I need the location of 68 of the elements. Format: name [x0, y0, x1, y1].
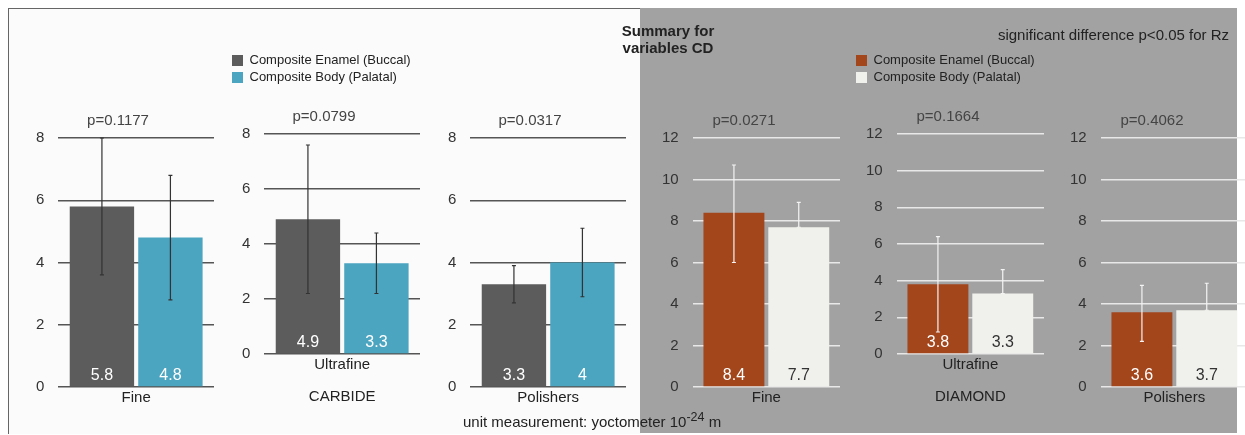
y-tick-label: 8 — [874, 197, 883, 215]
y-tick-label: 12 — [1070, 128, 1087, 146]
y-tick-label: 6 — [36, 190, 45, 208]
y-tick-label: 6 — [874, 234, 883, 252]
y-tick-label: 0 — [670, 377, 679, 395]
y-tick-label: 4 — [36, 252, 45, 270]
y-tick-label: 2 — [670, 335, 679, 353]
x-tick-label: Polishers — [1143, 388, 1206, 406]
y-tick-label: 10 — [662, 169, 679, 187]
y-tick-label: 6 — [242, 179, 251, 197]
y-tick-label: 8 — [36, 128, 45, 146]
y-tick-label: 4 — [1078, 294, 1087, 312]
data-label: 3.3 — [502, 366, 526, 384]
y-tick-label: 6 — [670, 252, 679, 270]
data-label: 3.3 — [365, 333, 388, 351]
chart-title: p=0.0271 — [712, 111, 776, 129]
y-tick-label: 0 — [448, 377, 457, 395]
data-label: 8.4 — [722, 366, 746, 384]
y-tick-label: 10 — [866, 160, 883, 178]
y-tick-label: 0 — [36, 377, 45, 395]
y-tick-label: 6 — [448, 190, 457, 208]
y-tick-label: 8 — [1078, 211, 1087, 229]
y-tick-label: 6 — [1078, 252, 1087, 270]
y-tick-label: 8 — [670, 211, 679, 229]
data-label: 4 — [577, 366, 587, 384]
data-label: 3.6 — [1130, 366, 1154, 384]
y-tick-label: 2 — [242, 289, 251, 307]
legend-label: Composite Body (Palatal) — [873, 69, 1021, 85]
y-tick-label: 8 — [242, 124, 251, 142]
x-tick-label: Polishers — [517, 388, 580, 406]
y-tick-label: 12 — [866, 124, 883, 142]
y-tick-label: 12 — [662, 128, 679, 146]
y-tick-label: 4 — [242, 234, 251, 252]
y-tick-label: 0 — [242, 344, 251, 362]
y-tick-label: 2 — [1078, 335, 1087, 353]
chart-title: p=0.1177 — [87, 111, 149, 129]
y-tick-label: 4 — [448, 252, 457, 270]
data-label: 4.9 — [296, 333, 320, 351]
data-label: 4.8 — [159, 366, 182, 384]
chart-title: p=0.0317 — [498, 111, 562, 129]
y-tick-label: 0 — [1078, 377, 1087, 395]
chart-title: p=0.4062 — [1120, 111, 1184, 129]
x-axis-title: CARBIDE — [308, 387, 376, 405]
y-tick-label: 4 — [670, 294, 679, 312]
y-tick-label: 2 — [874, 307, 883, 325]
data-label: 3.3 — [991, 333, 1014, 351]
x-tick-label: Fine — [751, 388, 781, 406]
y-tick-label: 2 — [36, 314, 45, 332]
chart-title: p=0.1664 — [916, 107, 980, 125]
y-tick-label: 8 — [448, 128, 457, 146]
y-tick-label: 4 — [874, 270, 883, 288]
x-axis-title: DIAMOND — [934, 387, 1006, 405]
chart-title: p=0.0799 — [292, 107, 356, 125]
data-label: 3.7 — [1195, 366, 1218, 384]
data-label: 3.8 — [926, 333, 950, 351]
data-label: 5.8 — [90, 366, 114, 384]
x-tick-label: Ultrafine — [942, 355, 999, 373]
legend-label: Composite Body (Palatal) — [249, 69, 397, 85]
data-label: 7.7 — [787, 366, 810, 384]
legend-label: Composite Enamel (Buccal) — [249, 52, 411, 68]
text: significant difference p<0.05 for Rz — [997, 26, 1229, 43]
x-tick-label: Fine — [121, 388, 151, 406]
legend-label: Composite Enamel (Buccal) — [873, 52, 1035, 68]
x-tick-label: Ultrafine — [314, 355, 371, 373]
y-tick-label: 2 — [448, 314, 457, 332]
y-tick-label: 0 — [874, 344, 883, 362]
y-tick-label: 10 — [1070, 169, 1087, 187]
text: unit measurement: yoctometer 10$^{-24}$ m — [463, 410, 722, 430]
